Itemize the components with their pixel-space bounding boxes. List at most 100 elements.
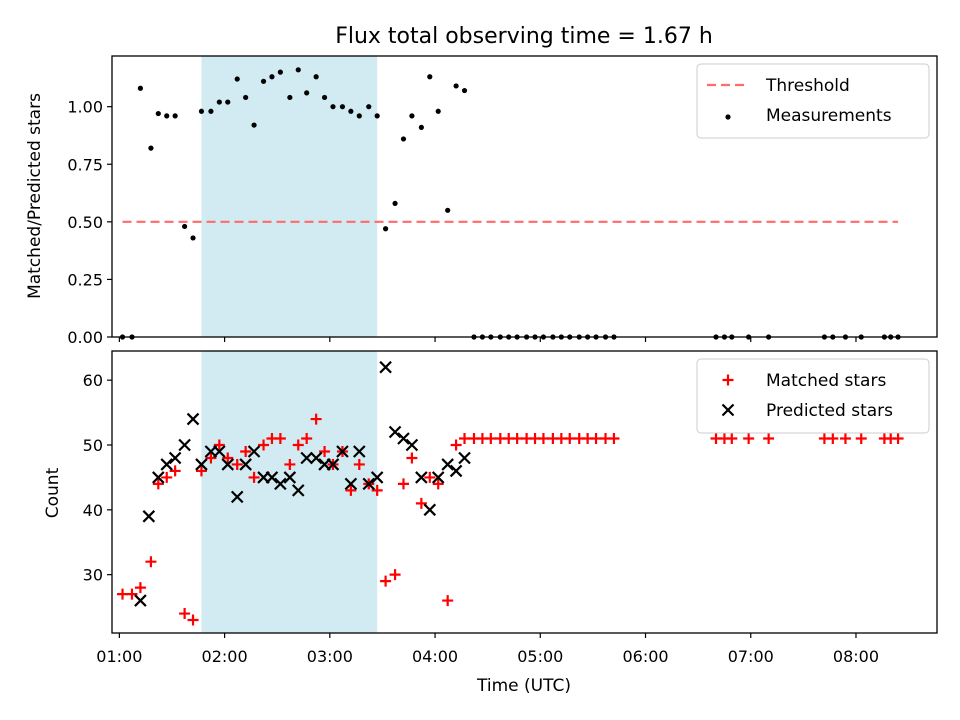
data-point xyxy=(855,433,867,445)
data-point xyxy=(362,477,376,491)
data-point xyxy=(248,471,260,483)
data-point xyxy=(450,439,462,451)
data-point xyxy=(221,458,235,471)
data-point xyxy=(213,445,226,458)
data-point xyxy=(330,104,336,110)
data-point xyxy=(291,484,305,497)
data-point xyxy=(435,108,441,114)
legend: Matched stars Predicted stars xyxy=(696,358,930,434)
y-tick-label: 30 xyxy=(83,566,103,585)
plot-frame xyxy=(111,55,938,338)
data-point xyxy=(258,439,270,451)
data-point xyxy=(344,477,358,491)
data-point xyxy=(274,433,286,445)
data-point xyxy=(564,433,576,445)
chart-title: Flux total observing time = 1.67 h xyxy=(335,24,713,49)
data-point xyxy=(300,451,313,465)
data-point xyxy=(397,478,409,490)
series-measurements xyxy=(119,67,901,340)
data-point xyxy=(222,452,234,464)
data-point xyxy=(313,74,319,80)
data-point xyxy=(168,451,182,465)
data-point xyxy=(310,413,322,425)
data-point xyxy=(178,438,191,452)
legend-label: Measurements xyxy=(766,106,892,126)
data-point xyxy=(432,478,444,490)
x-tick-label: 02:00 xyxy=(202,647,248,666)
data-point xyxy=(400,136,407,142)
data-point xyxy=(277,69,283,75)
data-point xyxy=(164,113,170,119)
data-point xyxy=(537,433,549,445)
data-point xyxy=(415,471,428,484)
data-point xyxy=(371,484,383,496)
data-point xyxy=(251,122,257,128)
data-point xyxy=(309,451,323,465)
data-point xyxy=(389,569,401,581)
data-point xyxy=(511,433,523,445)
data-point xyxy=(459,433,471,445)
data-point xyxy=(427,74,433,80)
data-point xyxy=(269,74,275,80)
data-point xyxy=(366,104,372,110)
data-point xyxy=(374,113,380,119)
legend-predicted-swatch xyxy=(721,403,735,417)
data-point xyxy=(213,439,225,451)
data-point xyxy=(461,87,468,94)
y-tick-label: 0.75 xyxy=(67,155,103,174)
data-point xyxy=(187,614,199,626)
data-point xyxy=(743,433,755,445)
data-point xyxy=(247,445,261,458)
y-axis-label-bottom: Count xyxy=(43,467,63,518)
data-point xyxy=(405,438,419,452)
data-point xyxy=(321,94,328,101)
data-point xyxy=(336,445,349,458)
legend-label: Matched stars xyxy=(766,371,886,391)
x-tick-label: 04:00 xyxy=(412,647,458,666)
data-point xyxy=(423,503,437,517)
legend-matched-swatch xyxy=(722,374,734,386)
data-point xyxy=(353,445,366,458)
panel-top: 0.00 0.25 0.50 0.75 1.00 Threshold Measurement… xyxy=(67,55,938,347)
data-point xyxy=(284,458,296,470)
data-point xyxy=(134,582,146,594)
data-point xyxy=(148,145,154,151)
data-point xyxy=(230,490,244,504)
data-point xyxy=(231,458,243,470)
data-point xyxy=(453,83,459,89)
data-point xyxy=(234,76,240,82)
data-point xyxy=(186,412,200,426)
data-point xyxy=(827,433,839,445)
legend-label: Threshold xyxy=(765,76,850,96)
data-point xyxy=(225,99,231,105)
data-point xyxy=(348,108,354,114)
data-point xyxy=(345,484,357,496)
y-tick-label: 60 xyxy=(83,371,103,390)
data-point xyxy=(239,458,252,471)
data-point xyxy=(152,471,165,484)
data-point xyxy=(406,452,418,464)
legend: Threshold Measurements xyxy=(696,63,930,139)
legend-label: Predicted stars xyxy=(766,401,893,421)
data-point xyxy=(441,458,454,471)
data-point xyxy=(161,471,173,483)
data-point xyxy=(380,575,392,587)
legend-box xyxy=(696,63,930,139)
legend-measurements-swatch xyxy=(725,114,731,120)
data-point xyxy=(160,458,173,471)
panel-bottom: 30 40 50 60 01:00 02:00 03:00 04:00 05:00 06:00 07… xyxy=(83,350,938,666)
data-point xyxy=(292,439,304,451)
data-point xyxy=(415,497,427,509)
data-point xyxy=(208,108,214,114)
data-point xyxy=(195,458,208,471)
data-point xyxy=(370,471,384,484)
y-tick-label: 0.25 xyxy=(67,270,103,289)
x-tick-label: 01:00 xyxy=(96,647,142,666)
x-tick-label: 08:00 xyxy=(833,647,879,666)
x-tick-label: 07:00 xyxy=(728,647,774,666)
data-point xyxy=(198,108,205,114)
data-point xyxy=(301,433,313,445)
data-point xyxy=(126,588,138,600)
data-point xyxy=(726,433,738,445)
